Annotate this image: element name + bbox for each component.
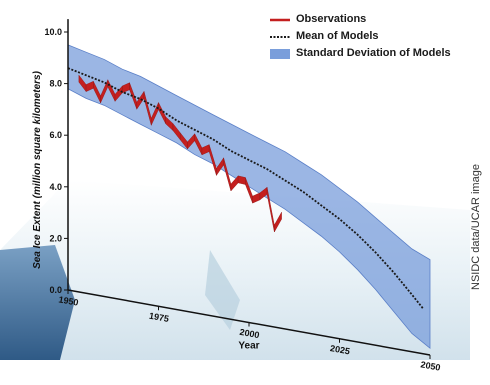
observations-swatch xyxy=(270,18,290,22)
observation-segment xyxy=(237,175,246,185)
x-axis-label: Year xyxy=(238,341,259,352)
legend: Observations Mean of Models Standard Dev… xyxy=(270,12,470,66)
y-tick-label: 6.0 xyxy=(49,130,62,140)
x-tick-label: 2025 xyxy=(329,343,350,356)
y-tick-label: 8.0 xyxy=(49,79,62,89)
x-tick-label: 1950 xyxy=(58,294,79,307)
stddev-band xyxy=(67,44,431,350)
legend-label-mean: Mean of Models xyxy=(296,30,379,42)
stddev-swatch xyxy=(270,49,290,59)
y-axis-label: Sea Ice Extent (million square kilometer… xyxy=(32,70,43,269)
observation-segment xyxy=(274,211,282,233)
y-tick-label: 0.0 xyxy=(49,285,62,295)
x-tick-label: 1975 xyxy=(148,311,169,324)
legend-item-observations: Observations xyxy=(270,12,470,28)
observations-layer xyxy=(78,74,282,233)
legend-label-stddev: Standard Deviation of Models xyxy=(296,47,451,59)
mean-line xyxy=(67,67,424,309)
stddev-band-layer xyxy=(67,44,431,350)
legend-label-observations: Observations xyxy=(296,13,367,25)
y-tick-label: 2.0 xyxy=(49,233,62,243)
axes-layer: 0.0 2.0 4.0 6.0 8.0 10.0 1950 1975 2000 2025 2050 Y… xyxy=(32,19,441,373)
y-tick-label: 4.0 xyxy=(49,182,62,192)
legend-item-stddev: Standard Deviation of Models xyxy=(270,46,470,62)
legend-item-mean: Mean of Models xyxy=(270,29,470,45)
image-credit: NSIDC data/UCAR image xyxy=(470,164,482,290)
mean-swatch xyxy=(270,36,290,38)
observation-segment xyxy=(230,175,239,192)
x-tick-label: 2000 xyxy=(239,327,260,340)
x-tick-label: 2050 xyxy=(420,359,441,372)
mean-layer xyxy=(67,67,424,309)
y-tick-label: 10.0 xyxy=(44,27,62,37)
